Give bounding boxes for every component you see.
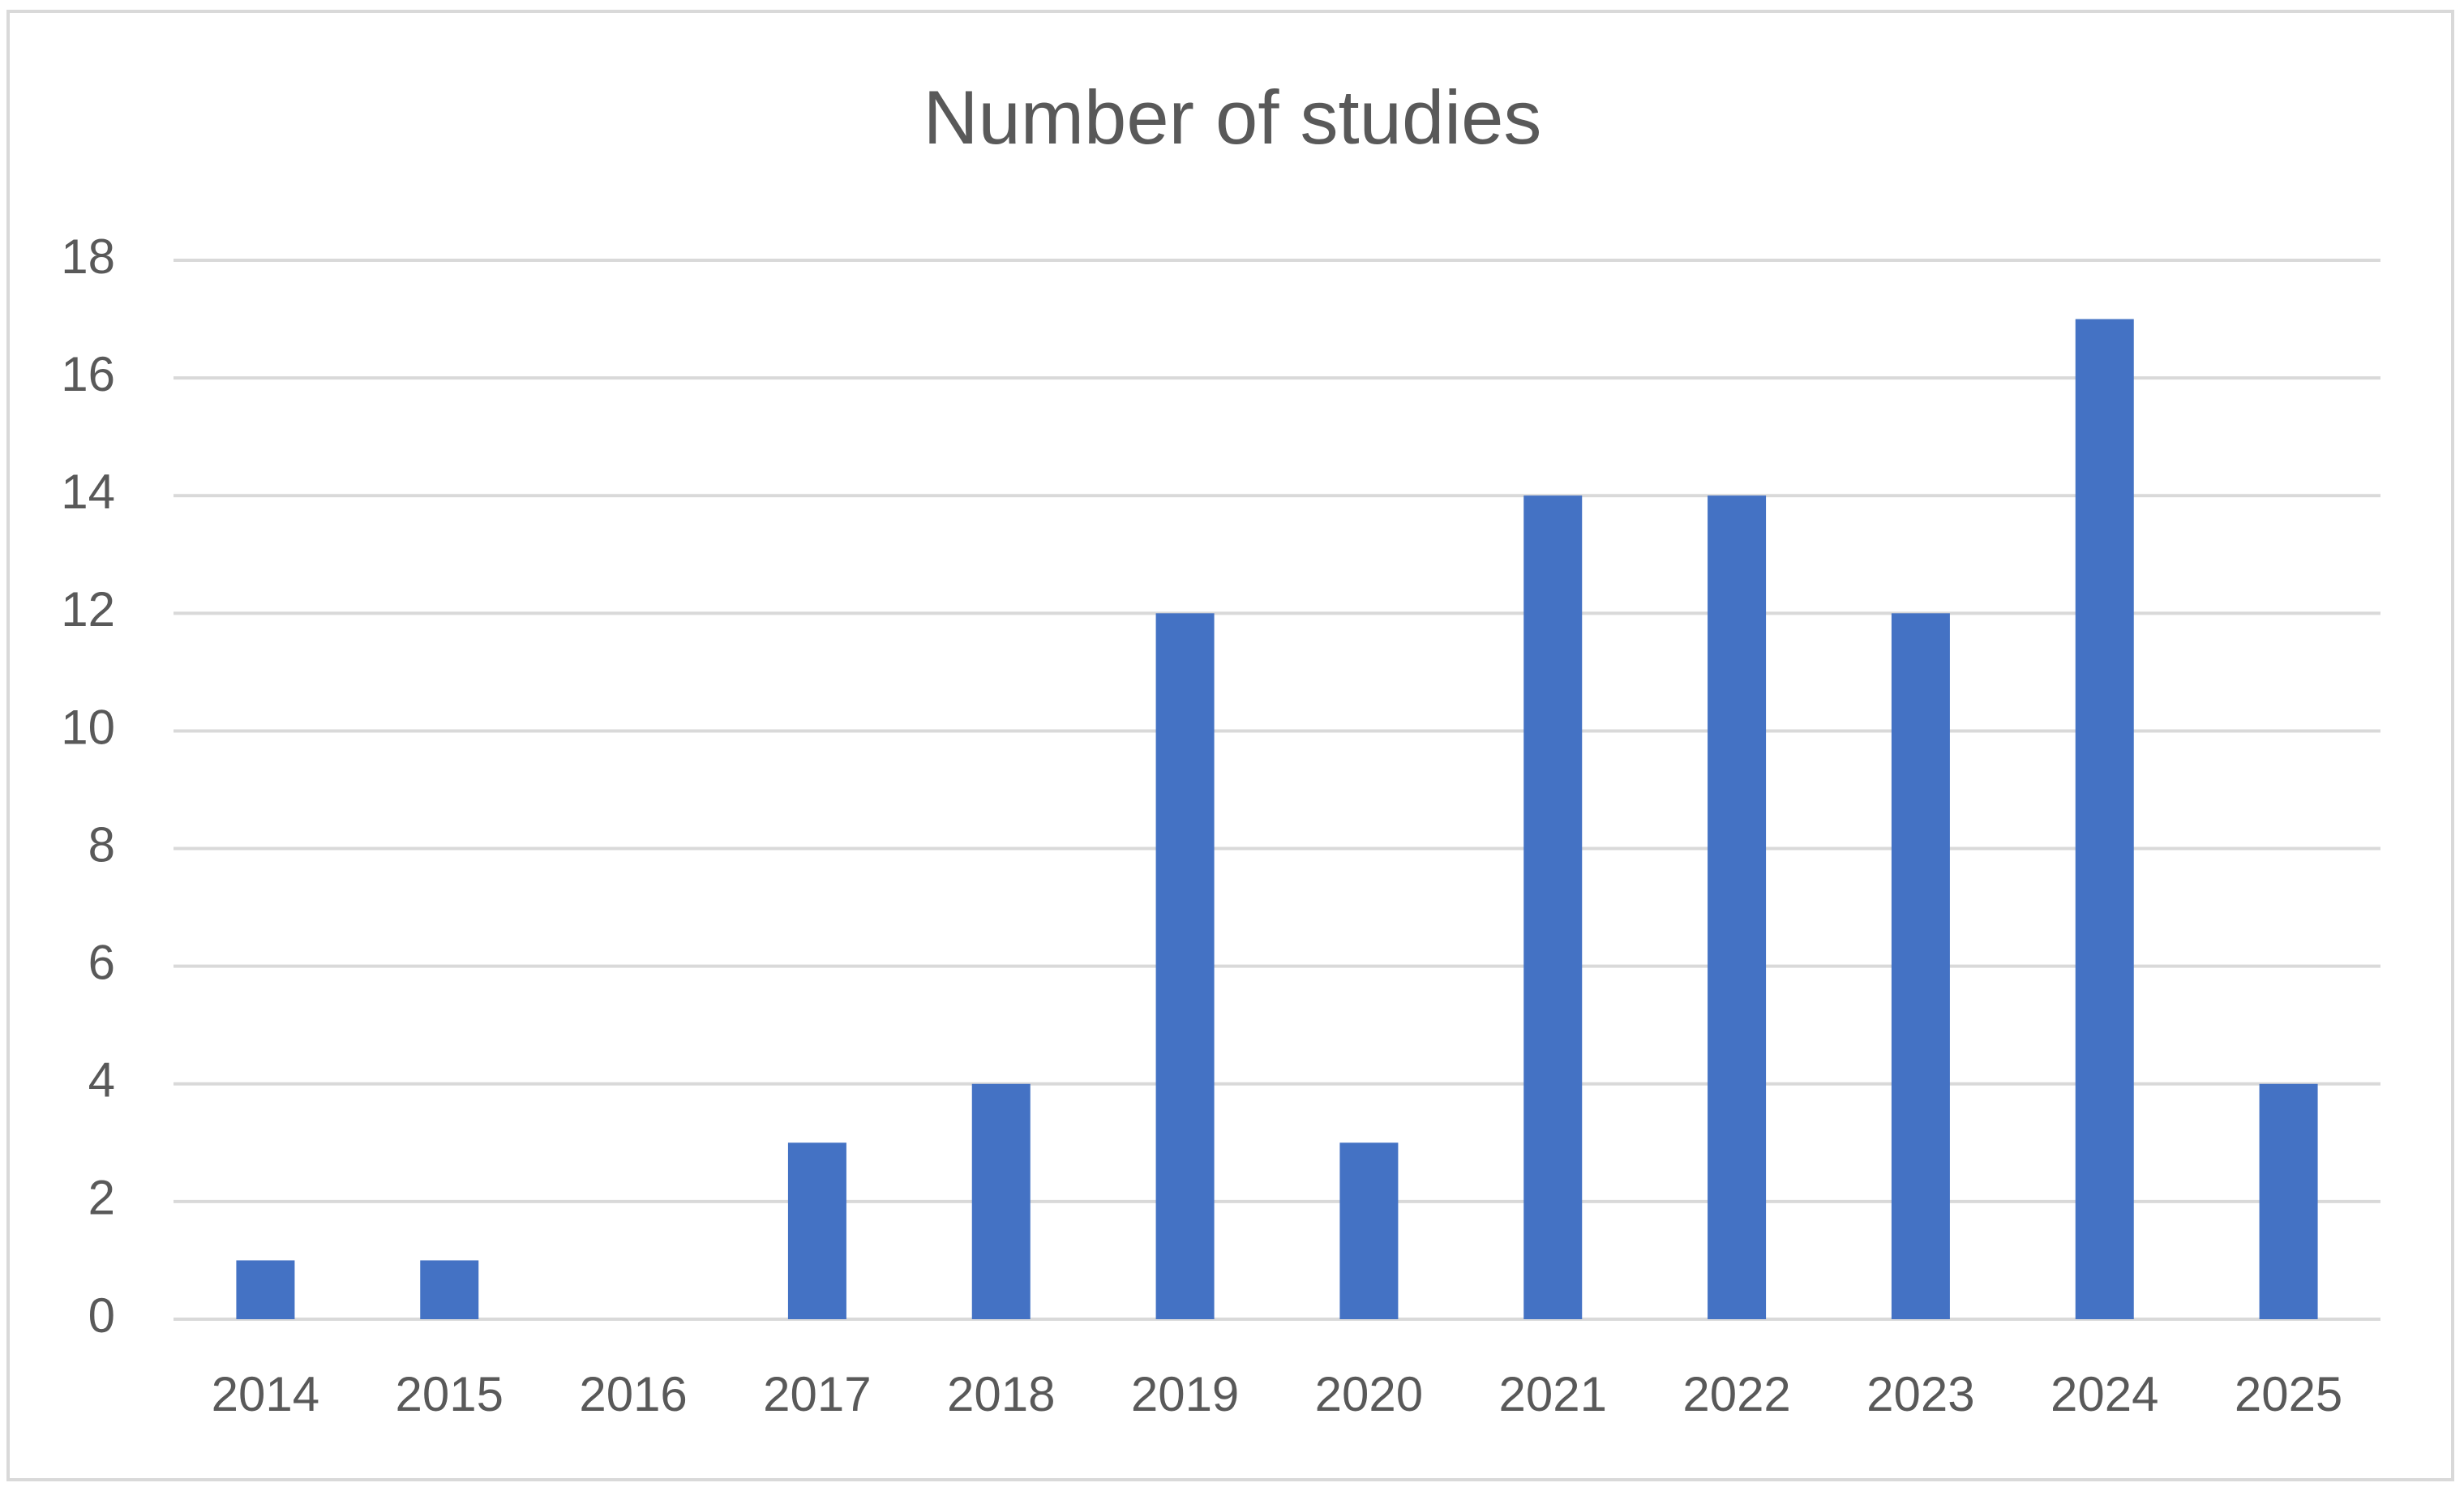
x-tick-label: 2018	[947, 1367, 1055, 1421]
y-tick-label: 8	[88, 817, 115, 872]
bar	[2075, 319, 2134, 1319]
y-tick-label: 16	[61, 347, 115, 401]
bar	[971, 1083, 1031, 1319]
y-tick-label: 12	[61, 582, 115, 636]
x-tick-label: 2014	[212, 1367, 319, 1421]
x-tick-label: 2020	[1315, 1367, 1423, 1421]
x-tick-label: 2024	[2050, 1367, 2158, 1421]
y-tick-label: 2	[88, 1171, 115, 1225]
x-tick-label: 2021	[1499, 1367, 1607, 1421]
x-tick-label: 2023	[1866, 1367, 1974, 1421]
chart-title: Number of studies	[923, 75, 1542, 160]
bar	[420, 1260, 479, 1319]
x-tick-label: 2022	[1682, 1367, 1790, 1421]
y-tick-label: 18	[61, 229, 115, 284]
bar	[236, 1260, 295, 1319]
y-tick-label: 10	[61, 700, 115, 754]
y-tick-label: 14	[61, 465, 115, 519]
bar	[1339, 1142, 1399, 1319]
x-tick-label: 2019	[1131, 1367, 1239, 1421]
x-tick-label: 2015	[396, 1367, 504, 1421]
chart-border	[6, 10, 2454, 1481]
x-tick-label: 2017	[763, 1367, 871, 1421]
y-tick-label: 6	[88, 936, 115, 990]
bar	[1523, 495, 1583, 1319]
bar	[1155, 613, 1215, 1319]
x-tick-label: 2016	[579, 1367, 687, 1421]
bar	[1891, 613, 1950, 1319]
y-tick-label: 4	[88, 1053, 115, 1108]
bar	[1708, 495, 1767, 1319]
x-tick-label: 2025	[2235, 1367, 2342, 1421]
bar	[787, 1142, 846, 1319]
bar	[2259, 1083, 2318, 1319]
y-tick-label: 0	[88, 1288, 115, 1343]
